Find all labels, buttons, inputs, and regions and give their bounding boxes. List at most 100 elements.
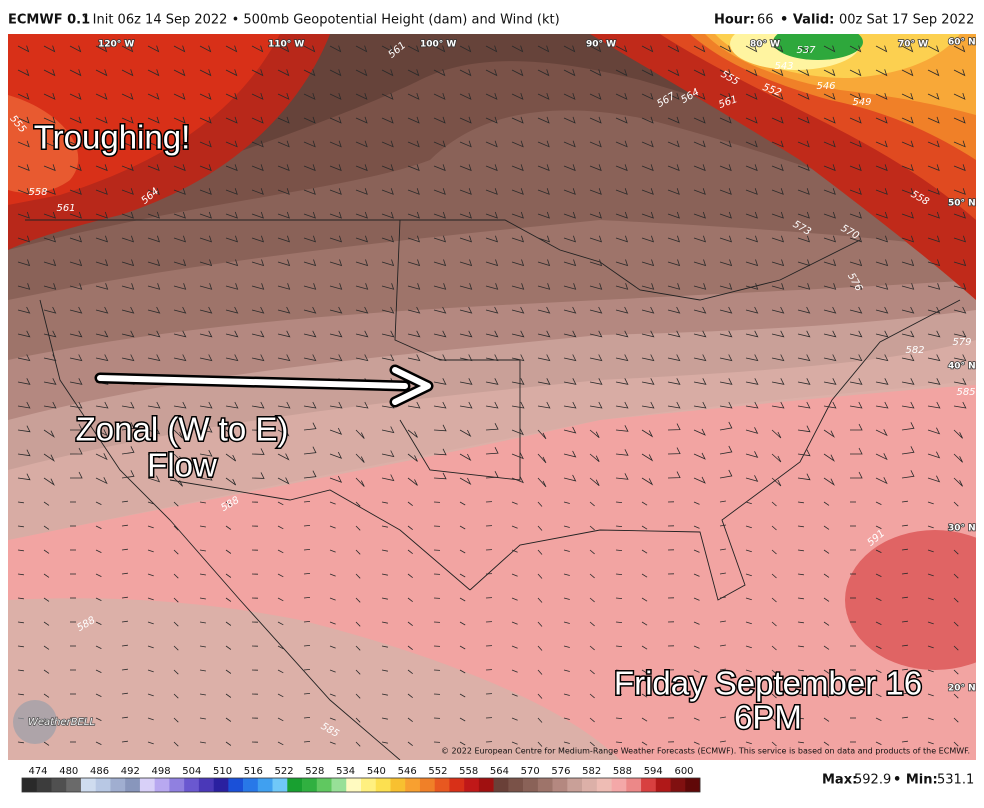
wind-barb [875, 45, 888, 53]
wind-barb [407, 429, 418, 438]
wind-barb [95, 235, 109, 243]
wind-barb [433, 330, 447, 338]
colorbar-swatch [272, 778, 288, 792]
colorbar-swatch [434, 778, 450, 792]
wind-barb [927, 164, 940, 172]
wind-barb [355, 283, 369, 290]
wind-barb [121, 446, 135, 455]
wind-barb [901, 620, 908, 623]
wind-barb [329, 525, 336, 529]
wind-barb [173, 235, 187, 243]
wind-barb [173, 717, 179, 723]
wind-barb [459, 429, 472, 438]
wind-barb [95, 741, 102, 745]
colorbar-label: 546 [398, 766, 417, 777]
wind-barb [823, 330, 837, 338]
wind-barb [745, 259, 759, 267]
wind-barb [953, 573, 959, 579]
wind-barb [771, 741, 777, 747]
wind-barb [745, 573, 752, 577]
wind-barb [407, 549, 413, 555]
wind-barb [121, 259, 135, 267]
wind-barb [511, 452, 524, 460]
wind-barb [511, 476, 524, 484]
wind-barb [95, 573, 102, 577]
wind-barb [693, 741, 700, 745]
wind-barb [407, 306, 421, 314]
wind-barb [225, 501, 232, 506]
wind-barb [459, 283, 473, 290]
wind-barb [589, 164, 602, 172]
wind-barb [433, 401, 447, 409]
wind-barb [329, 621, 336, 625]
wind-barb [589, 140, 602, 148]
wind-barb [355, 211, 368, 219]
wind-barb [17, 549, 24, 552]
wind-barb [927, 427, 941, 435]
wind-barb [17, 140, 30, 148]
wind-barb [69, 188, 82, 195]
wind-barb [43, 549, 50, 554]
wind-barb [251, 259, 265, 267]
wind-barb [589, 597, 595, 603]
wind-barb [329, 188, 342, 195]
colorbar-label: 492 [121, 766, 140, 777]
colorbar-swatch [243, 778, 259, 792]
wind-barb [147, 140, 160, 148]
wind-barb [433, 164, 446, 172]
wind-barb [797, 211, 810, 219]
wind-barb [693, 573, 700, 577]
wind-barb [303, 573, 311, 575]
colorbar-swatch [611, 778, 627, 792]
wind-barb [277, 116, 290, 124]
wind-barb [329, 259, 343, 267]
wind-barb [433, 259, 447, 267]
wind-barb [823, 45, 836, 53]
wind-barb [485, 140, 498, 148]
wind-barb [95, 306, 109, 314]
wind-barb [927, 188, 940, 195]
wind-barb [797, 354, 811, 362]
wind-barb [225, 453, 237, 462]
wind-barb [17, 69, 30, 77]
longitude-label: 70° W [898, 40, 928, 50]
wind-barb [563, 669, 570, 672]
wind-barb [459, 259, 473, 267]
wind-barb [225, 116, 238, 124]
wind-barb [147, 354, 161, 362]
wind-barb [199, 330, 213, 338]
wind-barb [43, 45, 56, 53]
wind-barb [641, 235, 655, 243]
wind-barb [17, 693, 24, 696]
wind-barb [251, 354, 265, 362]
wind-barb [563, 741, 570, 744]
wind-barb [927, 211, 940, 219]
wind-barb [927, 573, 934, 577]
wind-barb [667, 45, 680, 53]
wind-barb [43, 597, 50, 602]
wind-barb [797, 378, 811, 385]
wind-barb [615, 69, 628, 77]
wind-barb [849, 164, 862, 172]
wind-barb [615, 549, 623, 551]
wind-barb [95, 477, 108, 485]
wind-barb [225, 597, 232, 602]
wind-barb [589, 645, 595, 651]
contour-label: 546 [816, 81, 835, 92]
wind-barb [121, 45, 134, 53]
wind-barb [407, 92, 420, 100]
wind-barb [147, 211, 160, 219]
wind-barb [225, 45, 238, 53]
wind-barb [277, 453, 290, 461]
annotation-time: 6PM [734, 699, 802, 736]
wind-barb [563, 306, 577, 314]
wind-barb [745, 45, 758, 53]
wind-barb [17, 211, 30, 219]
wind-barb [927, 525, 934, 529]
wind-barb [953, 429, 963, 439]
wind-barb [537, 717, 543, 723]
wind-barb [927, 378, 941, 385]
wind-barb [797, 645, 804, 648]
wind-barb [277, 235, 291, 243]
wind-barb [147, 283, 161, 290]
